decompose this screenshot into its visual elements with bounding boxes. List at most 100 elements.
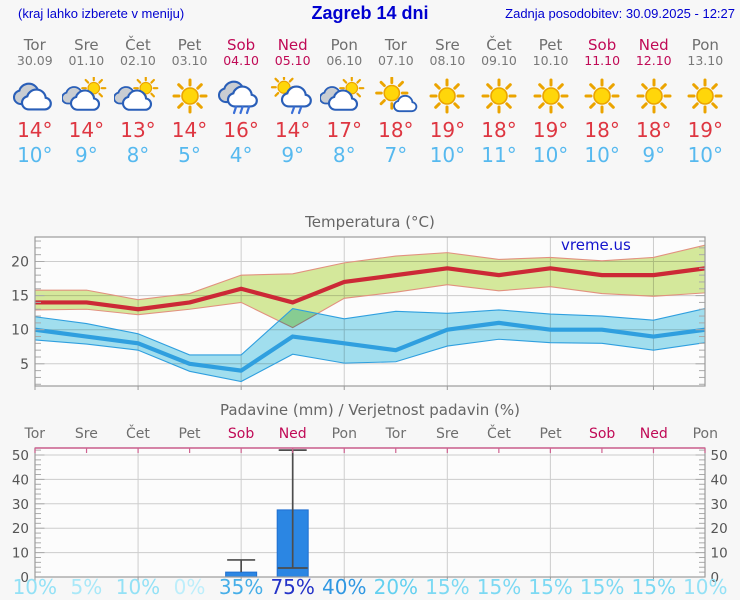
tmin-line bbox=[35, 320, 705, 373]
precip-day-label: Čet bbox=[126, 426, 150, 442]
forecast-day-column: Sob 04.10 16° 4° bbox=[215, 34, 267, 168]
temp-y-tick-label: 20 bbox=[11, 255, 29, 271]
forecast-day-column: Ned 12.10 18° 9° bbox=[628, 34, 680, 168]
forecast-day-column: Pon 13.10 19° 10° bbox=[680, 34, 732, 168]
day-min-temp: 8° bbox=[126, 143, 150, 167]
precip-day-label: Sob bbox=[227, 426, 255, 442]
sun-cloud-icon bbox=[320, 77, 368, 115]
day-max-temp: 16° bbox=[223, 118, 259, 142]
day-date-label: 03.10 bbox=[171, 53, 208, 68]
precip-day-label: Ned bbox=[639, 426, 668, 442]
sunny-icon bbox=[527, 77, 575, 115]
sunny-icon bbox=[630, 77, 678, 115]
day-name-label: Sre bbox=[435, 36, 460, 54]
precip-probability-label: 10% bbox=[115, 575, 161, 599]
precip-day-label: Pon bbox=[331, 426, 357, 442]
precip-y-tick-label: 20 bbox=[711, 521, 728, 537]
sunny-icon bbox=[578, 77, 626, 115]
precip-day-label: Pet bbox=[539, 426, 562, 442]
forecast-day-column: Tor 30.09 14° 10° bbox=[9, 34, 61, 168]
last-update-label: Zadnja posodobitev: 30.09.2025 - 12:27 bbox=[505, 6, 735, 21]
day-date-label: 07.10 bbox=[377, 53, 414, 68]
temperature-chart: 5 10 15 20 vreme.us bbox=[11, 236, 706, 390]
day-min-temp: 5° bbox=[178, 143, 201, 167]
forecast-day-column: Sre 08.10 19° 10° bbox=[422, 34, 474, 168]
day-min-temp: 7° bbox=[384, 143, 408, 167]
precip-probability-label: 15% bbox=[579, 575, 625, 599]
precip-y-tick-label: 10 bbox=[711, 546, 728, 562]
tmax-line bbox=[35, 266, 705, 312]
day-name-label: Pet bbox=[177, 36, 202, 54]
day-max-temp: 14° bbox=[17, 118, 53, 142]
sun-rain-icon bbox=[269, 77, 317, 115]
day-date-label: 08.10 bbox=[429, 53, 466, 68]
day-date-label: 10.10 bbox=[532, 53, 569, 68]
forecast-day-column: Pon 06.10 17° 8° bbox=[318, 34, 370, 168]
forecast-day-column: Sob 11.10 18° 10° bbox=[576, 34, 628, 168]
precip-day-label: Pon bbox=[692, 426, 718, 442]
precip-probability-label: 15% bbox=[476, 575, 522, 599]
rain-icon bbox=[217, 77, 265, 115]
day-min-temp: 4° bbox=[229, 143, 253, 167]
precip-probability-label: 75% bbox=[270, 575, 315, 599]
precip-probability-label: 40% bbox=[322, 575, 367, 599]
precip-y-tick-label: 20 bbox=[12, 521, 29, 537]
day-name-label: Ned bbox=[277, 36, 308, 54]
tmax-band bbox=[35, 245, 705, 328]
precip-day-label: Tor bbox=[385, 426, 407, 442]
precip-probability-label: 15% bbox=[528, 575, 573, 599]
precip-y-tick-label: 40 bbox=[711, 472, 728, 488]
sunny-icon bbox=[166, 77, 214, 115]
precip-day-label: Tor bbox=[24, 426, 46, 442]
day-name-label: Sre bbox=[74, 36, 99, 54]
precip-y-tick-label: 30 bbox=[711, 497, 728, 513]
sunny-icon bbox=[475, 77, 523, 115]
day-date-label: 01.10 bbox=[68, 53, 105, 68]
day-max-temp: 18° bbox=[481, 118, 517, 142]
day-date-label: 02.10 bbox=[120, 53, 156, 68]
forecast-day-column: Sre 01.10 14° 9° bbox=[61, 34, 113, 168]
precip-probability-label: 15% bbox=[425, 575, 470, 599]
tmin-band bbox=[35, 308, 705, 382]
day-max-temp: 14° bbox=[274, 118, 311, 142]
day-date-label: 04.10 bbox=[223, 53, 259, 68]
day-name-label: Pon bbox=[691, 36, 719, 54]
day-max-temp: 19° bbox=[429, 118, 466, 142]
sunny-cloud-icon bbox=[372, 77, 420, 115]
day-max-temp: 18° bbox=[584, 118, 620, 142]
day-min-temp: 9° bbox=[642, 143, 666, 167]
day-max-temp: 14° bbox=[171, 118, 208, 142]
day-min-temp: 8° bbox=[332, 143, 356, 167]
day-min-temp: 9° bbox=[75, 143, 98, 167]
day-min-temp: 11° bbox=[481, 143, 517, 167]
day-name-label: Tor bbox=[23, 36, 46, 54]
day-name-label: Sob bbox=[588, 36, 617, 54]
vreme-us-watermark-link[interactable]: vreme.us bbox=[561, 236, 631, 254]
day-max-temp: 18° bbox=[378, 118, 414, 142]
forecast-day-column: Ned 05.10 14° 9° bbox=[267, 34, 319, 168]
day-max-temp: 14° bbox=[68, 118, 105, 142]
precip-probability-row: 10% 5% 10% 0% 35% 75% 40% 20% 15% 15% 15% 15% 15% 10% bbox=[9, 576, 731, 598]
temp-y-tick-label: 5 bbox=[20, 357, 29, 373]
day-min-temp: 10° bbox=[687, 143, 724, 167]
day-max-temp: 18° bbox=[636, 118, 672, 142]
day-date-label: 09.10 bbox=[481, 53, 517, 68]
precip-day-label: Sob bbox=[588, 426, 616, 442]
day-max-temp: 13° bbox=[120, 118, 156, 142]
forecast-day-column: Tor 07.10 18° 7° bbox=[370, 34, 422, 168]
precip-probability-label: 35% bbox=[218, 575, 264, 599]
precip-probability-label: 15% bbox=[631, 575, 676, 599]
precip-day-label: Ned bbox=[278, 426, 307, 442]
sun-cloud-icon bbox=[62, 77, 110, 115]
day-max-temp: 19° bbox=[687, 118, 724, 142]
day-name-label: Čet bbox=[125, 36, 151, 54]
forecast-day-column: Pet 10.10 19° 10° bbox=[525, 34, 577, 168]
precip-probability-label: 20% bbox=[373, 575, 419, 599]
forecast-day-column: Pet 03.10 14° 5° bbox=[164, 34, 216, 168]
temp-y-tick-label: 15 bbox=[11, 289, 29, 305]
precip-day-labels-row: Tor Sre Čet Pet Sob Ned Pon Tor Sre Čet Pet Sob Ned P… bbox=[9, 426, 731, 442]
day-name-label: Pet bbox=[538, 36, 563, 54]
forecast-day-column: Čet 09.10 18° 11° bbox=[473, 34, 525, 168]
